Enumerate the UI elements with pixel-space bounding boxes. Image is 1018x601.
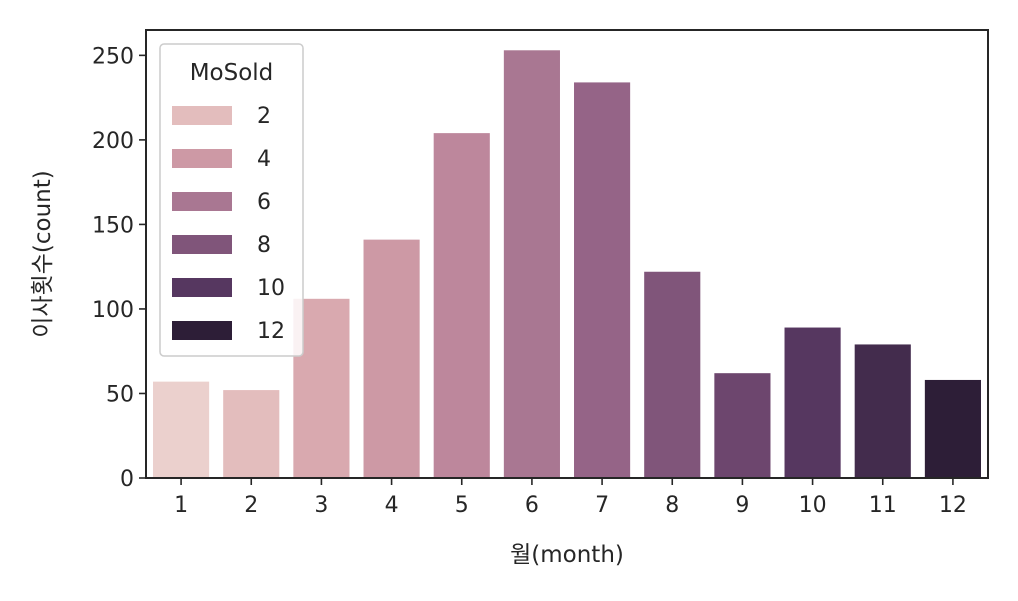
bar-8 [644,271,701,478]
bar-7 [574,82,631,479]
bar-11 [854,344,911,478]
legend-swatch [172,235,232,254]
x-tick-label: 5 [455,493,469,518]
bar-5 [433,133,490,479]
x-axis-ticks: 1 2 3 4 5 6 7 8 9 10 11 12 [174,478,967,518]
y-tick-label: 200 [92,129,134,154]
y-tick-label: 150 [92,213,134,238]
y-axis-ticks: 0 50 100 150 200 250 [92,44,146,492]
x-tick-label: 12 [939,493,967,518]
legend-swatch [172,149,232,168]
legend-label: 2 [257,104,271,129]
x-tick-label: 1 [174,493,188,518]
bar-6 [503,50,560,478]
legend-swatch [172,106,232,125]
x-tick-label: 11 [869,493,897,518]
y-tick-label: 0 [120,467,134,492]
x-tick-label: 9 [735,493,749,518]
legend-swatch [172,321,232,340]
legend-title: MoSold [190,60,274,86]
x-tick-label: 3 [314,493,328,518]
legend-swatch [172,278,232,297]
legend-label: 8 [257,233,271,258]
x-tick-label: 6 [525,493,539,518]
y-tick-label: 100 [92,298,134,323]
plot-frame [145,29,989,479]
x-tick-label: 2 [244,493,258,518]
x-tick-label: 10 [799,493,827,518]
bars-group [153,50,981,479]
legend-items: 2 4 6 8 10 12 [172,104,285,344]
legend-label: 12 [257,319,285,344]
bar-1 [153,381,210,478]
legend: MoSold 2 4 6 8 10 12 [159,43,304,357]
legend-swatch [172,192,232,211]
legend-label: 10 [257,276,285,301]
bar-12 [924,379,981,478]
x-tick-label: 4 [385,493,399,518]
legend-label: 6 [257,190,271,215]
legend-label: 4 [257,147,271,172]
y-axis-label: 이사횟수(count) [30,170,56,337]
bar-2 [223,390,280,478]
bar-10 [784,327,841,478]
bar-4 [363,239,420,478]
y-tick-label: 50 [106,382,134,407]
y-tick-label: 250 [92,44,134,69]
x-axis-label: 월(month) [510,542,624,568]
x-tick-label: 8 [665,493,679,518]
bar-9 [714,373,771,478]
x-tick-label: 7 [595,493,609,518]
